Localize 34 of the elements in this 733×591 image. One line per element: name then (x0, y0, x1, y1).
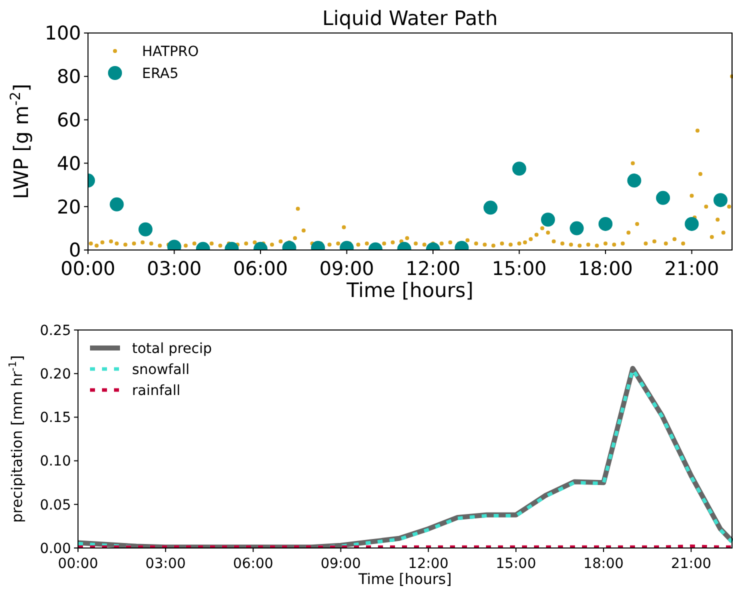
y-tick-label: 80 (56, 66, 81, 88)
x-tick-label: 03:00 (145, 556, 186, 572)
legend-label: rainfall (132, 382, 180, 399)
y-tick-label: 0.05 (40, 497, 71, 514)
x-tick-label: 15:00 (492, 258, 547, 280)
y-tick-label: 0.20 (40, 366, 71, 382)
legend-label: snowfall (132, 362, 190, 378)
x-tick-label: 09:00 (320, 556, 361, 572)
y-tick-label: 60 (56, 109, 81, 132)
x-tick-label: 12:00 (408, 556, 449, 572)
x-tick-label: 18:00 (583, 556, 624, 572)
y-tick-label: 100 (44, 22, 81, 45)
y-tick-label: 20 (56, 196, 81, 218)
x-axis-title: Time [hours] (357, 571, 452, 588)
x-tick-label: 21:00 (664, 258, 720, 280)
x-tick-label: 00:00 (58, 556, 98, 572)
x-tick-label: 06:00 (233, 556, 274, 572)
chart-title: Liquid Water Path (322, 6, 498, 30)
y-tick-label: 0.00 (40, 540, 71, 557)
x-tick-label: 03:00 (146, 258, 202, 280)
y-tick-label: 0.25 (40, 322, 71, 339)
legend-label: ERA5 (142, 66, 178, 82)
legend-label: HATPRO (142, 44, 199, 60)
x-tick-label: 09:00 (319, 258, 374, 280)
y-tick-label: 0.10 (40, 454, 71, 470)
legend-label: total precip (132, 340, 212, 357)
x-tick-label: 15:00 (496, 556, 536, 572)
x-tick-label: 12:00 (406, 258, 460, 280)
x-tick-label: 06:00 (233, 258, 288, 280)
y-tick-label: 40 (56, 152, 81, 175)
x-tick-label: 21:00 (670, 556, 712, 572)
y-tick-label: 0.15 (40, 410, 71, 426)
x-tick-label: 18:00 (578, 258, 633, 280)
x-axis-title: Time [hours] (346, 278, 474, 302)
